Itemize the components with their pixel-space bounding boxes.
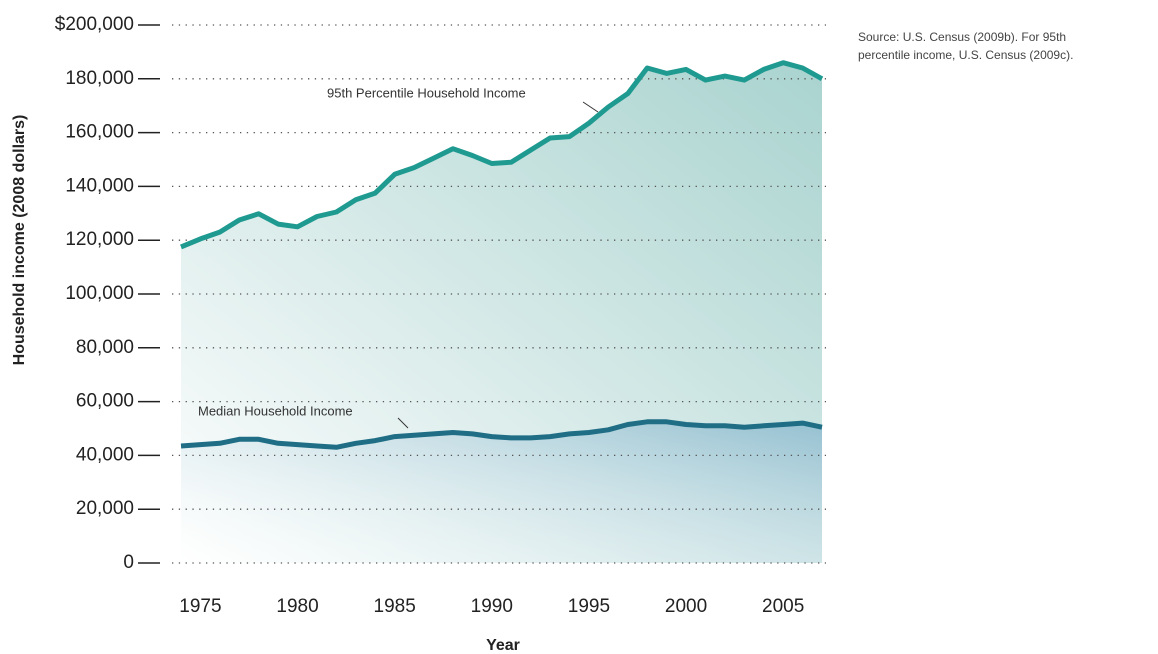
x-tick-label: 1985	[374, 596, 416, 617]
y-tick-label: 60,000	[76, 391, 134, 412]
y-tick-label: $200,000	[55, 14, 134, 35]
y-tick-label: 180,000	[65, 68, 134, 89]
y-tick-label: 140,000	[65, 175, 134, 196]
leader-line	[397, 417, 409, 429]
x-tick-label: 1975	[179, 596, 221, 617]
y-tick-label: 20,000	[76, 498, 134, 519]
x-tick-label: 1995	[568, 596, 610, 617]
leader-line	[582, 101, 599, 113]
x-tick-label: 1980	[276, 596, 318, 617]
x-tick-label: 2005	[762, 596, 804, 617]
source-note: Source: U.S. Census (2009b). For 95th	[858, 30, 1066, 44]
line	[180, 419, 823, 450]
y-axis-title: Household income (2008 dollars)	[11, 115, 28, 366]
x-axis-title: Year	[486, 637, 520, 654]
x-tick-label: 2000	[665, 596, 707, 617]
series-label: 95th Percentile Household Income	[327, 85, 526, 100]
x-tick-label: 1990	[471, 596, 513, 617]
line	[180, 60, 824, 250]
y-tick-label: 0	[123, 552, 134, 573]
y-tick-label: 80,000	[76, 337, 134, 358]
area	[181, 421, 822, 563]
y-tick-label: 100,000	[65, 283, 134, 304]
y-tick-label: 40,000	[76, 444, 134, 465]
y-tick-label: 160,000	[65, 122, 134, 143]
source-note: percentile income, U.S. Census (2009c).	[858, 48, 1073, 62]
y-tick-label: 120,000	[65, 229, 134, 250]
series-label: Median Household Income	[198, 403, 353, 418]
